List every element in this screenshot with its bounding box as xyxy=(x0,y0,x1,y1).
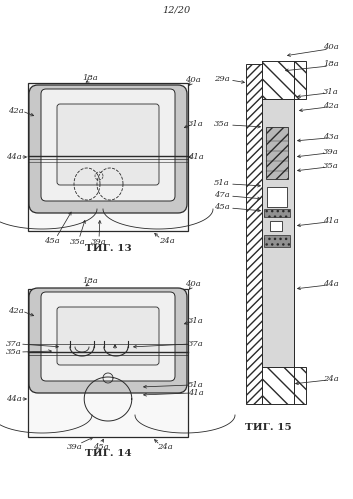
Text: 31а: 31а xyxy=(188,317,204,325)
Text: 40а: 40а xyxy=(185,76,201,84)
Text: 24а: 24а xyxy=(159,237,175,245)
Text: 35а: 35а xyxy=(6,348,22,356)
Bar xyxy=(266,127,288,179)
Text: 51а: 51а xyxy=(188,381,204,389)
Bar xyxy=(28,289,188,437)
Bar xyxy=(262,367,294,404)
Text: ΤИГ. 15: ΤИГ. 15 xyxy=(245,423,291,432)
FancyBboxPatch shape xyxy=(29,85,187,213)
Text: 41а: 41а xyxy=(188,389,204,397)
Bar xyxy=(267,187,287,207)
Text: 35а: 35а xyxy=(70,238,86,246)
Bar xyxy=(264,209,290,217)
Text: ΤИГ. 14: ΤИГ. 14 xyxy=(85,450,131,459)
Bar xyxy=(262,61,294,99)
Text: 35а: 35а xyxy=(214,120,230,128)
Text: 41а: 41а xyxy=(323,217,339,225)
Text: 35а: 35а xyxy=(323,162,339,170)
FancyBboxPatch shape xyxy=(57,307,159,365)
Text: 18а: 18а xyxy=(323,60,339,68)
Text: 12/20: 12/20 xyxy=(162,5,190,14)
FancyBboxPatch shape xyxy=(41,292,175,381)
Text: 39а: 39а xyxy=(67,443,83,451)
Text: 45а: 45а xyxy=(93,443,109,451)
Text: 44а: 44а xyxy=(6,395,22,403)
Text: 42а: 42а xyxy=(8,107,24,115)
Text: 24а: 24а xyxy=(157,443,173,451)
Text: 42а: 42а xyxy=(8,307,24,315)
FancyBboxPatch shape xyxy=(57,104,159,185)
Bar xyxy=(294,61,306,99)
Text: 47а: 47а xyxy=(214,191,230,199)
Text: ΤИГ. 13: ΤИГ. 13 xyxy=(85,244,131,252)
Text: 29а: 29а xyxy=(214,75,230,83)
Text: 31а: 31а xyxy=(188,120,204,128)
Bar xyxy=(264,235,290,247)
Text: 37а: 37а xyxy=(188,340,204,348)
Bar xyxy=(28,83,188,231)
Text: 45а: 45а xyxy=(214,203,230,211)
Bar xyxy=(262,99,294,367)
FancyBboxPatch shape xyxy=(29,288,187,393)
Text: 45а: 45а xyxy=(44,237,60,245)
Text: 43а: 43а xyxy=(323,133,339,141)
Text: 39а: 39а xyxy=(323,148,339,156)
Text: 40а: 40а xyxy=(185,280,201,288)
Text: 18а: 18а xyxy=(82,74,98,82)
Bar xyxy=(246,64,262,404)
Text: 18а: 18а xyxy=(82,277,98,285)
Text: 42а: 42а xyxy=(323,102,339,110)
Text: 24а: 24а xyxy=(323,375,339,383)
Bar xyxy=(294,367,306,404)
Text: 41а: 41а xyxy=(188,153,204,161)
Bar xyxy=(270,221,282,231)
Text: 44а: 44а xyxy=(323,280,339,288)
FancyBboxPatch shape xyxy=(41,89,175,201)
Text: 44а: 44а xyxy=(6,153,22,161)
Text: 37а: 37а xyxy=(6,340,22,348)
Text: 51а: 51а xyxy=(214,179,230,187)
Text: 39а: 39а xyxy=(91,238,107,246)
Text: 31а: 31а xyxy=(323,88,339,96)
Text: 40а: 40а xyxy=(323,43,339,51)
